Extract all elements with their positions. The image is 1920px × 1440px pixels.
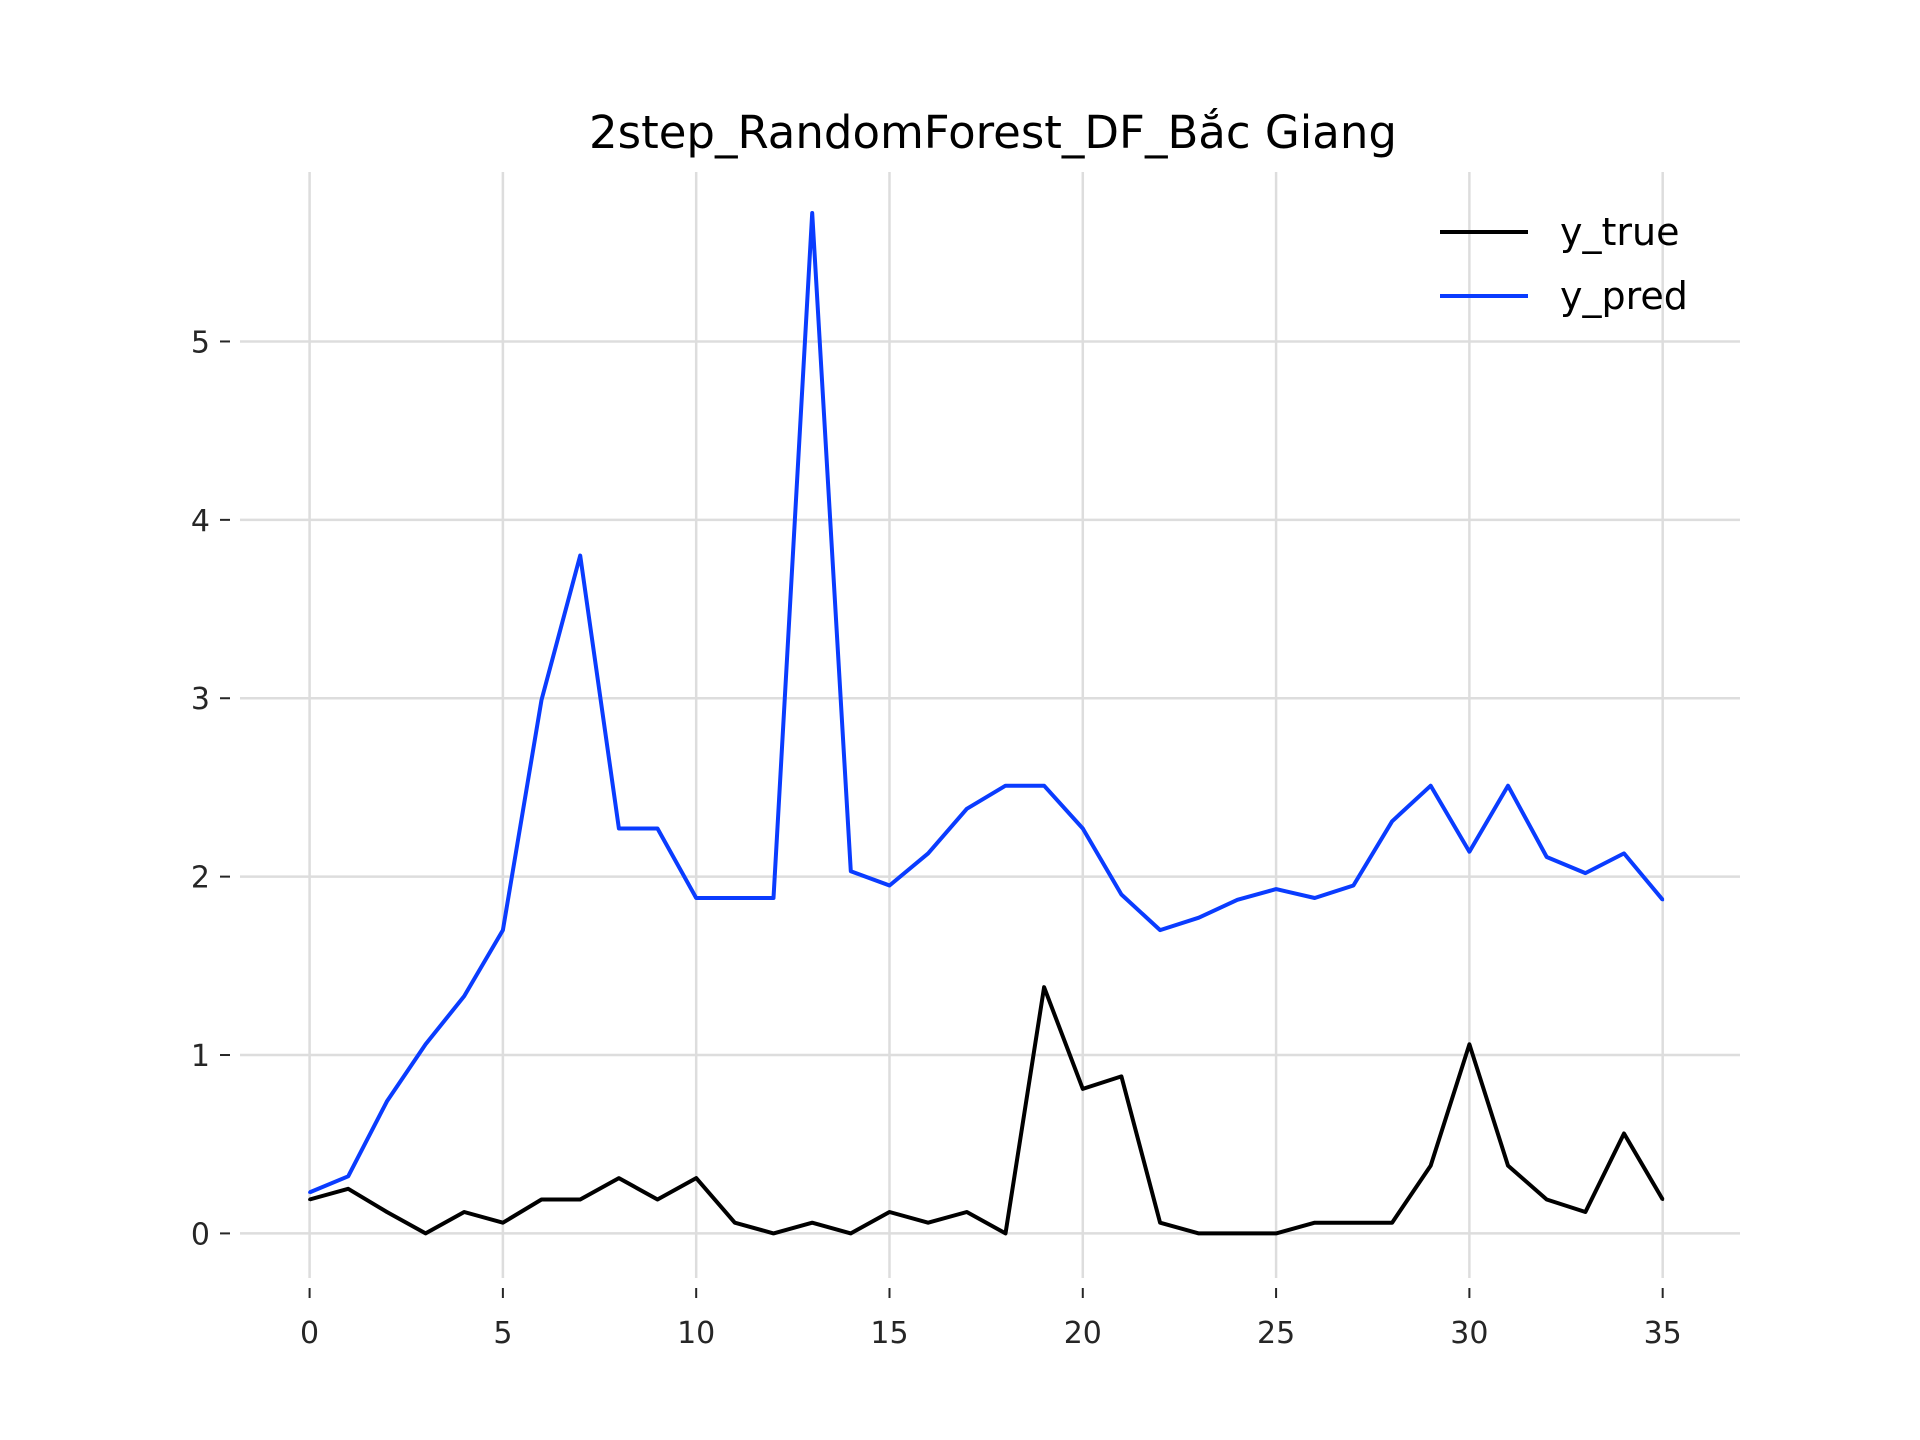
- data-point-y-true: [965, 1210, 969, 1214]
- data-point-y-pred: [810, 211, 814, 215]
- data-point-y-true: [308, 1198, 312, 1202]
- data-point-y-pred: [849, 869, 853, 873]
- data-point-y-pred: [578, 554, 582, 558]
- data-point-y-pred: [1583, 871, 1587, 875]
- data-point-y-true: [1622, 1132, 1626, 1136]
- data-point-y-true: [810, 1221, 814, 1225]
- data-point-y-true: [540, 1198, 544, 1202]
- data-point-y-true: [1274, 1231, 1278, 1235]
- series-line-y-true: [309, 985, 1665, 1236]
- x-tick-label: 5: [493, 1316, 512, 1351]
- y-tick-label: 1: [191, 1039, 210, 1074]
- legend-label: y_pred: [1560, 274, 1688, 318]
- data-point-y-pred: [772, 896, 776, 900]
- x-tick-label: 0: [300, 1316, 319, 1351]
- legend: y_true y_pred: [1440, 210, 1688, 318]
- data-point-y-true: [617, 1176, 621, 1180]
- data-point-y-true: [385, 1210, 389, 1214]
- x-tick-label: 30: [1450, 1316, 1488, 1351]
- y-tick-label: 4: [191, 504, 210, 539]
- data-point-y-true: [424, 1231, 428, 1235]
- y-tick-label: 2: [191, 861, 210, 896]
- data-point-y-pred: [1003, 784, 1007, 788]
- data-point-y-pred: [733, 896, 737, 900]
- data-point-y-true: [1390, 1221, 1394, 1225]
- data-point-y-true: [1042, 985, 1046, 989]
- data-point-y-true: [1158, 1221, 1162, 1225]
- data-point-y-pred: [308, 1190, 312, 1194]
- data-point-y-pred: [1467, 850, 1471, 854]
- data-point-y-pred: [1235, 898, 1239, 902]
- data-point-y-pred: [501, 928, 505, 932]
- data-point-y-true: [1119, 1074, 1123, 1078]
- data-point-y-true: [733, 1221, 737, 1225]
- data-point-y-pred: [1661, 898, 1665, 902]
- data-point-y-pred: [965, 807, 969, 811]
- y-gridlines: [240, 340, 1740, 1235]
- data-point-y-pred: [385, 1099, 389, 1103]
- data-point-y-true: [1583, 1210, 1587, 1214]
- chart-title: 2step_RandomForest_DF_Bắc Giang: [589, 106, 1397, 159]
- x-gridlines: [308, 172, 1664, 1278]
- plot-area: [308, 211, 1665, 1236]
- data-point-y-pred: [1081, 826, 1085, 830]
- data-point-y-pred: [1506, 784, 1510, 788]
- x-axis: 0 5 10 15 20 25 30 35: [300, 1288, 1682, 1351]
- data-point-y-pred: [1197, 916, 1201, 920]
- x-tick-label: 25: [1257, 1316, 1295, 1351]
- data-point-y-true: [578, 1198, 582, 1202]
- data-point-y-true: [1429, 1164, 1433, 1168]
- data-point-y-pred: [540, 698, 544, 702]
- y-tick-label: 0: [191, 1217, 210, 1252]
- data-point-y-true: [462, 1210, 466, 1214]
- data-point-y-true: [1313, 1221, 1317, 1225]
- series-line-y-pred: [308, 211, 1665, 1195]
- data-point-y-true: [1081, 1087, 1085, 1091]
- data-point-y-pred: [1622, 851, 1626, 855]
- data-point-y-true: [501, 1221, 505, 1225]
- data-point-y-pred: [1545, 855, 1549, 859]
- data-point-y-pred: [617, 826, 621, 830]
- y-tick-label: 5: [191, 325, 210, 360]
- data-point-y-pred: [1313, 896, 1317, 900]
- data-point-y-pred: [462, 994, 466, 998]
- data-point-y-true: [1545, 1198, 1549, 1202]
- data-point-y-pred: [1429, 784, 1433, 788]
- x-tick-label: 10: [677, 1316, 715, 1351]
- data-point-y-true: [346, 1187, 350, 1191]
- data-point-y-true: [1197, 1231, 1201, 1235]
- data-point-y-true: [656, 1198, 660, 1202]
- data-point-y-pred: [694, 896, 698, 900]
- x-tick-label: 20: [1064, 1316, 1102, 1351]
- data-point-y-true: [1003, 1231, 1007, 1235]
- data-point-y-pred: [1351, 884, 1355, 888]
- data-point-y-pred: [656, 826, 660, 830]
- data-point-y-pred: [1042, 784, 1046, 788]
- x-tick-label: 35: [1644, 1316, 1682, 1351]
- data-point-y-pred: [346, 1174, 350, 1178]
- data-point-y-true: [887, 1210, 891, 1214]
- data-point-y-pred: [1390, 819, 1394, 823]
- data-point-y-pred: [424, 1042, 428, 1046]
- data-point-y-pred: [926, 851, 930, 855]
- data-point-y-true: [1351, 1221, 1355, 1225]
- y-axis: 0 1 2 3 4 5: [191, 325, 230, 1252]
- data-point-y-true: [694, 1176, 698, 1180]
- data-point-y-true: [772, 1231, 776, 1235]
- data-point-y-pred: [1119, 892, 1123, 896]
- data-point-y-pred: [1158, 928, 1162, 932]
- data-point-y-true: [1506, 1164, 1510, 1168]
- data-point-y-true: [1661, 1198, 1665, 1202]
- data-point-y-true: [926, 1221, 930, 1225]
- data-point-y-true: [1467, 1042, 1471, 1046]
- y-tick-label: 3: [191, 682, 210, 717]
- legend-label: y_true: [1560, 210, 1679, 254]
- data-point-y-true: [849, 1231, 853, 1235]
- x-tick-label: 15: [870, 1316, 908, 1351]
- data-point-y-true: [1235, 1231, 1239, 1235]
- data-point-y-pred: [887, 884, 891, 888]
- data-point-y-pred: [1274, 887, 1278, 891]
